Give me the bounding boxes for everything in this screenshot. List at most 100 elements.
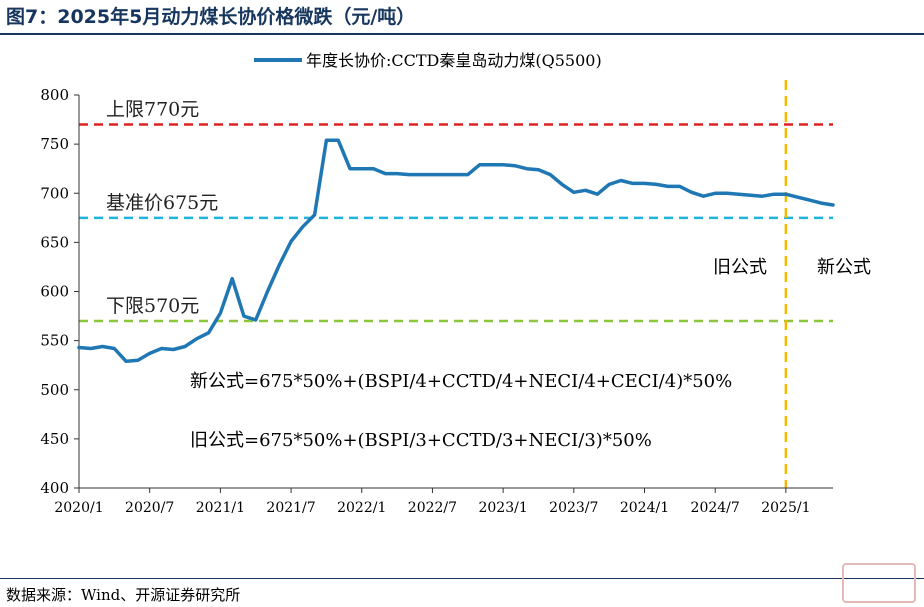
data-point xyxy=(266,290,269,293)
data-point xyxy=(101,345,104,348)
data-point xyxy=(195,337,198,340)
data-point xyxy=(502,163,505,166)
x-tick-label: 2022/1 xyxy=(337,500,386,516)
y-tick-label: 550 xyxy=(40,332,69,350)
data-point xyxy=(620,179,622,182)
data-point xyxy=(172,348,175,351)
data-point xyxy=(525,167,528,170)
data-point xyxy=(631,182,634,185)
data-point xyxy=(278,264,281,266)
data-point xyxy=(313,213,316,216)
data-point xyxy=(384,172,387,175)
annotation-text: 新公式=675*50%+(BSPI/4+CCTD/4+NECI/4+CECI/4… xyxy=(190,371,732,392)
data-point xyxy=(596,193,599,196)
data-point xyxy=(89,347,92,350)
series-layer xyxy=(77,138,835,364)
data-point xyxy=(749,194,752,197)
data-point xyxy=(773,193,775,196)
chart-annotations: 新公式=675*50%+(BSPI/4+CCTD/4+NECI/4+CECI/4… xyxy=(190,257,871,451)
data-point xyxy=(678,185,681,188)
data-point xyxy=(667,185,669,188)
data-point xyxy=(561,183,563,186)
y-tick-label: 650 xyxy=(40,233,69,251)
x-tick-label: 2021/7 xyxy=(266,500,315,516)
data-point xyxy=(419,173,422,176)
data-point xyxy=(184,345,186,348)
data-point xyxy=(407,173,410,176)
data-point xyxy=(702,195,705,198)
y-tick-label: 800 xyxy=(40,86,69,104)
ref-line-label: 基准价675元 xyxy=(106,192,218,214)
data-point xyxy=(655,183,658,186)
data-point xyxy=(643,182,646,185)
y-tick-label: 700 xyxy=(40,184,69,202)
data-point xyxy=(572,191,575,194)
data-point xyxy=(466,173,469,176)
data-point xyxy=(431,173,434,176)
x-tick-label: 2020/7 xyxy=(125,500,174,516)
y-tick-label: 750 xyxy=(40,135,69,153)
data-point xyxy=(761,195,764,198)
ref-line-label: 下限570元 xyxy=(106,295,199,317)
data-point xyxy=(443,173,446,176)
data-point xyxy=(455,173,457,176)
data-point xyxy=(337,139,340,142)
data-point xyxy=(690,191,693,194)
data-point xyxy=(78,346,80,349)
data-point xyxy=(148,352,151,355)
data-point xyxy=(549,173,552,176)
chart-legend: 年度长协价:CCTD秦皇岛动力煤(Q5500) xyxy=(254,51,602,70)
annotation-text: 旧公式=675*50%+(BSPI/3+CCTD/3+NECI/3)*50% xyxy=(190,430,652,451)
data-point xyxy=(514,164,516,167)
series-line xyxy=(77,138,835,364)
chart-axes: 400 450 500 550 600 650 700 750 800 2020/1 2020/7 2… xyxy=(40,86,833,516)
data-point xyxy=(207,331,210,334)
data-point xyxy=(137,359,139,362)
data-point xyxy=(349,167,351,170)
watermark-logo xyxy=(842,563,916,603)
x-tick-label: 2020/1 xyxy=(54,500,103,516)
data-point xyxy=(325,139,328,142)
y-tick-label: 400 xyxy=(40,479,69,497)
x-tick-label: 2023/7 xyxy=(549,500,598,516)
data-point xyxy=(584,189,587,192)
data-point xyxy=(231,277,234,280)
x-tick-label: 2024/7 xyxy=(691,500,740,516)
data-point xyxy=(396,172,398,175)
data-point xyxy=(478,163,481,166)
data-point xyxy=(737,193,740,196)
data-point xyxy=(113,347,116,350)
x-tick-label: 2025/1 xyxy=(761,500,810,516)
source-rule xyxy=(0,578,924,579)
x-tick-label: 2021/1 xyxy=(196,500,245,516)
figure-title: 图7：2025年5月动力煤长协价格微跌（元/吨） xyxy=(6,6,416,28)
data-point xyxy=(796,196,799,199)
data-point xyxy=(537,168,540,171)
y-tick-label: 500 xyxy=(40,381,69,399)
annotation-text: 旧公式 xyxy=(713,257,767,278)
title-rule xyxy=(0,33,924,35)
data-point xyxy=(714,192,717,195)
data-point xyxy=(290,240,292,243)
data-point xyxy=(490,163,493,166)
x-tick-label: 2023/1 xyxy=(478,500,527,516)
data-point xyxy=(160,347,163,350)
data-point xyxy=(832,204,834,206)
x-tick-label: 2022/7 xyxy=(408,500,457,516)
data-point xyxy=(219,312,222,315)
data-point xyxy=(608,183,611,186)
legend-label: 年度长协价:CCTD秦皇岛动力煤(Q5500) xyxy=(306,51,602,70)
x-tick-label: 2024/1 xyxy=(620,500,669,516)
data-point xyxy=(726,192,728,195)
annotation-text: 新公式 xyxy=(817,257,871,278)
data-point xyxy=(784,193,787,196)
data-point xyxy=(254,319,257,321)
data-point xyxy=(125,360,128,363)
data-point xyxy=(243,315,245,317)
y-tick-label: 600 xyxy=(40,283,69,301)
data-point xyxy=(372,167,375,170)
data-point xyxy=(301,225,304,228)
data-point xyxy=(360,167,363,170)
